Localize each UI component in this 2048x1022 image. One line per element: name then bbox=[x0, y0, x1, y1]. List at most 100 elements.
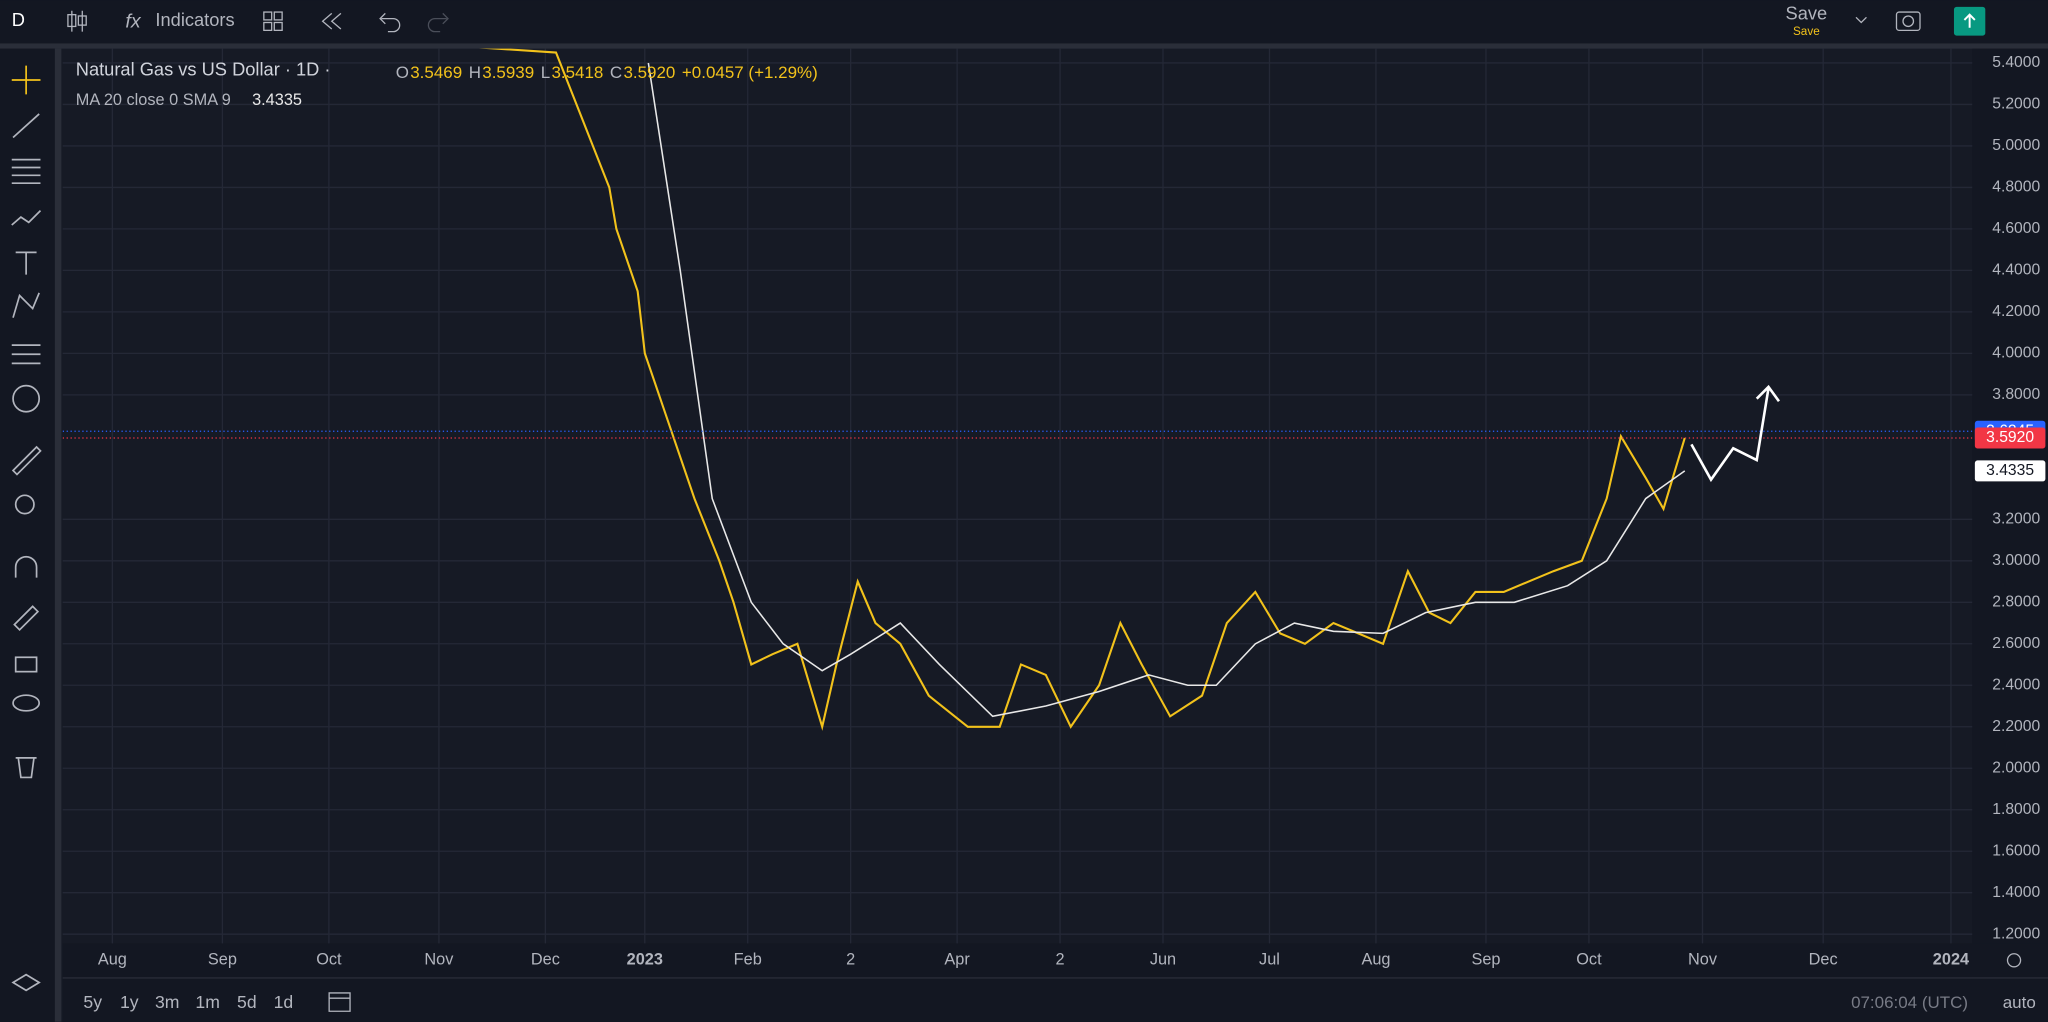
y-tick-label: 2.0000 bbox=[1992, 759, 2040, 776]
text-tool[interactable] bbox=[15, 251, 37, 275]
range-button[interactable]: 5y bbox=[83, 992, 102, 1012]
x-tick-label: Aug bbox=[1361, 951, 1390, 969]
gann-tool[interactable] bbox=[11, 344, 41, 365]
candle-type-icon[interactable] bbox=[67, 10, 87, 32]
auto-scale[interactable]: auto bbox=[2003, 993, 2036, 1012]
axis-settings[interactable] bbox=[2006, 953, 2022, 968]
grid bbox=[62, 48, 1973, 944]
drawing-tools bbox=[11, 65, 42, 992]
x-tick-label: 2 bbox=[846, 951, 855, 969]
ohlc-value: 3.5469 bbox=[410, 63, 462, 82]
layout-icon[interactable] bbox=[263, 11, 283, 31]
x-tick-label: Oct bbox=[316, 951, 342, 969]
left-divider bbox=[54, 48, 62, 1022]
crosshair-tool[interactable] bbox=[11, 65, 41, 95]
ohlc-key: L bbox=[541, 63, 550, 82]
y-tick-label: 2.6000 bbox=[1992, 635, 2040, 652]
fx-icon[interactable]: fx bbox=[125, 11, 141, 33]
ohlc-key: H bbox=[469, 63, 481, 82]
x-tick-label: 2024 bbox=[1933, 951, 1969, 969]
price-axis bbox=[1972, 48, 2048, 944]
stay-drawing-tool[interactable] bbox=[13, 605, 40, 632]
save-state: Save bbox=[1793, 25, 1820, 38]
range-button[interactable]: 3m bbox=[155, 992, 179, 1012]
x-tick-label: Dec bbox=[531, 951, 560, 969]
x-tick-label: Jul bbox=[1259, 951, 1280, 969]
x-tick-label: Aug bbox=[98, 951, 127, 969]
clock: 07:06:04 (UTC) bbox=[1851, 993, 1968, 1012]
y-tick-label: 5.4000 bbox=[1992, 54, 2040, 71]
ma-legend-value: 3.4335 bbox=[252, 91, 302, 109]
price-tag bbox=[1974, 427, 2046, 449]
x-tick-label: 2023 bbox=[627, 951, 663, 969]
range-button[interactable]: 1d bbox=[274, 992, 294, 1012]
y-tick-label: 5.0000 bbox=[1992, 137, 2040, 154]
indicators-button[interactable]: Indicators bbox=[155, 9, 234, 30]
save-button[interactable]: Save bbox=[1786, 3, 1828, 24]
y-tick-label: 4.8000 bbox=[1992, 179, 2040, 196]
zoom-tool[interactable] bbox=[14, 494, 35, 515]
ohlc-key: C bbox=[610, 63, 622, 82]
range-button[interactable]: 1y bbox=[120, 992, 139, 1012]
x-tick-label: Jun bbox=[1150, 951, 1176, 969]
y-tick-label: 4.2000 bbox=[1992, 303, 2040, 320]
ma-legend-label: MA 20 close 0 SMA 9 bbox=[76, 91, 231, 109]
x-tick-label: Feb bbox=[734, 951, 762, 969]
range-button[interactable]: 1m bbox=[195, 992, 219, 1012]
y-tick-label: 3.0000 bbox=[1992, 552, 2040, 569]
ruler-tool[interactable] bbox=[11, 445, 42, 476]
ohlc-value: 3.5418 bbox=[551, 63, 603, 82]
lock-tool[interactable] bbox=[14, 656, 38, 673]
ohlc-change: +0.0457 (+1.29%) bbox=[682, 63, 818, 82]
ohlc-value: 3.5920 bbox=[623, 63, 675, 82]
x-tick-label: Apr bbox=[944, 951, 970, 969]
date-range-icon[interactable] bbox=[328, 992, 351, 1012]
toolbar-divider bbox=[0, 43, 2048, 49]
forecast-drawing[interactable] bbox=[1690, 384, 1780, 483]
magnet-tool[interactable] bbox=[14, 555, 38, 578]
x-tick-label: Sep bbox=[208, 951, 237, 969]
bottom-divider bbox=[62, 977, 2048, 979]
ohlc-key: O bbox=[396, 63, 409, 82]
axis-labels: 1.2000 1.4000 1.6000 1.8000 2.0000 2.2000 2.40… bbox=[98, 54, 2046, 969]
undo-icon[interactable] bbox=[379, 12, 401, 33]
publish-icon bbox=[1963, 13, 1976, 28]
bottom-bar bbox=[62, 977, 2048, 1022]
prediction-tool[interactable] bbox=[12, 292, 40, 318]
snapshot-icon[interactable] bbox=[1895, 11, 1921, 31]
trendline-tool[interactable] bbox=[12, 113, 40, 139]
price-tag bbox=[1974, 460, 2046, 482]
y-tick-label: 2.2000 bbox=[1992, 718, 2040, 735]
y-tick-label: 3.2000 bbox=[1992, 510, 2040, 527]
top-toolbar bbox=[0, 0, 2048, 44]
object-tree[interactable] bbox=[11, 973, 41, 992]
plot bbox=[62, 48, 1973, 731]
y-tick-label: 2.4000 bbox=[1992, 676, 2040, 693]
y-tick-label: 5.2000 bbox=[1992, 96, 2040, 113]
save-menu[interactable] bbox=[1855, 16, 1867, 24]
x-tick-label: Dec bbox=[1809, 951, 1838, 969]
price-line bbox=[647, 62, 1686, 718]
range-button[interactable]: 5d bbox=[237, 992, 257, 1012]
y-tick-label: 3.8000 bbox=[1992, 386, 2040, 403]
replay-icon[interactable] bbox=[321, 12, 342, 30]
hide-tool[interactable] bbox=[12, 694, 41, 712]
delete-tool[interactable] bbox=[15, 757, 37, 779]
x-tick-label: Nov bbox=[1688, 951, 1718, 969]
ohlc-legend: O 3.5469 H 3.5939 L 3.5418 C 3.5920 +0.0457 (+1.… bbox=[396, 63, 818, 82]
x-tick-label: Sep bbox=[1471, 951, 1500, 969]
x-tick-label: Nov bbox=[424, 951, 454, 969]
ohlc-value: 3.5939 bbox=[482, 63, 534, 82]
range-bar: 5y 1y 3m 1m 5d 1d bbox=[83, 992, 293, 1012]
x-tick-label: Oct bbox=[1576, 951, 1602, 969]
y-tick-label: 1.4000 bbox=[1992, 884, 2040, 901]
fib-tool[interactable] bbox=[11, 158, 41, 185]
emoji-tool[interactable] bbox=[12, 384, 41, 413]
redo-icon bbox=[427, 12, 449, 33]
y-tick-label: 4.0000 bbox=[1992, 345, 2040, 362]
pattern-tool[interactable] bbox=[11, 209, 42, 226]
symbol-button[interactable]: D bbox=[12, 9, 25, 30]
y-tick-label: 4.4000 bbox=[1992, 262, 2040, 279]
